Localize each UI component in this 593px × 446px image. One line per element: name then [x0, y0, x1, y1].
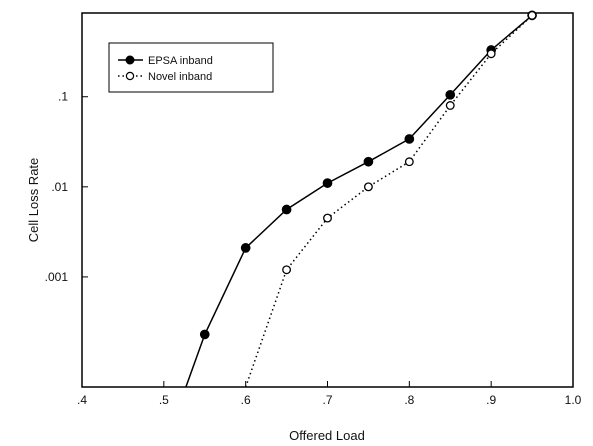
x-tick-label: .5 [159, 393, 169, 407]
data-point-series-1 [486, 49, 496, 59]
x-tick-label: .7 [322, 393, 332, 407]
legend-box [108, 42, 274, 93]
y-tick-label: .1 [58, 90, 68, 104]
series-line-0 [185, 14, 533, 388]
data-point-series-1 [282, 265, 292, 275]
x-tick-label: 1.0 [565, 393, 582, 407]
series-layer [185, 10, 537, 388]
data-point-series-0 [363, 156, 374, 167]
y-tick-label: .001 [45, 270, 69, 284]
data-point-series-1 [527, 10, 537, 20]
x-axis-ticks: .4 .5 .6 .7 .8 .9 1.0 [77, 381, 582, 407]
series-line-1 [244, 14, 533, 388]
data-point-series-1 [445, 101, 455, 110]
data-point-series-1 [404, 157, 414, 167]
legend: EPSA inband Novel inband [108, 42, 274, 93]
data-point-series-1 [363, 182, 373, 192]
y-axis-label: Cell Loss Rate [26, 158, 41, 243]
data-point-series-0 [445, 89, 456, 100]
y-axis-ticks: .001 .01 .1 [45, 90, 88, 284]
legend-label-epsa: EPSA inband [148, 55, 213, 67]
y-tick-label: .01 [51, 180, 68, 194]
data-point-series-1 [323, 213, 332, 223]
x-tick-label: .8 [404, 393, 414, 407]
x-tick-label: .6 [241, 393, 251, 407]
legend-marker-epsa [125, 55, 135, 65]
x-tick-label: .9 [486, 393, 496, 407]
x-axis-label: Offered Load [289, 428, 365, 443]
x-tick-label: .4 [77, 393, 87, 407]
data-point-series-0 [322, 178, 333, 188]
legend-label-novel: Novel inband [148, 71, 212, 83]
data-point-series-0 [281, 204, 292, 215]
data-point-series-0 [404, 134, 415, 144]
legend-marker-novel [125, 71, 135, 81]
data-point-series-0 [199, 329, 210, 340]
data-point-series-0 [240, 243, 251, 253]
